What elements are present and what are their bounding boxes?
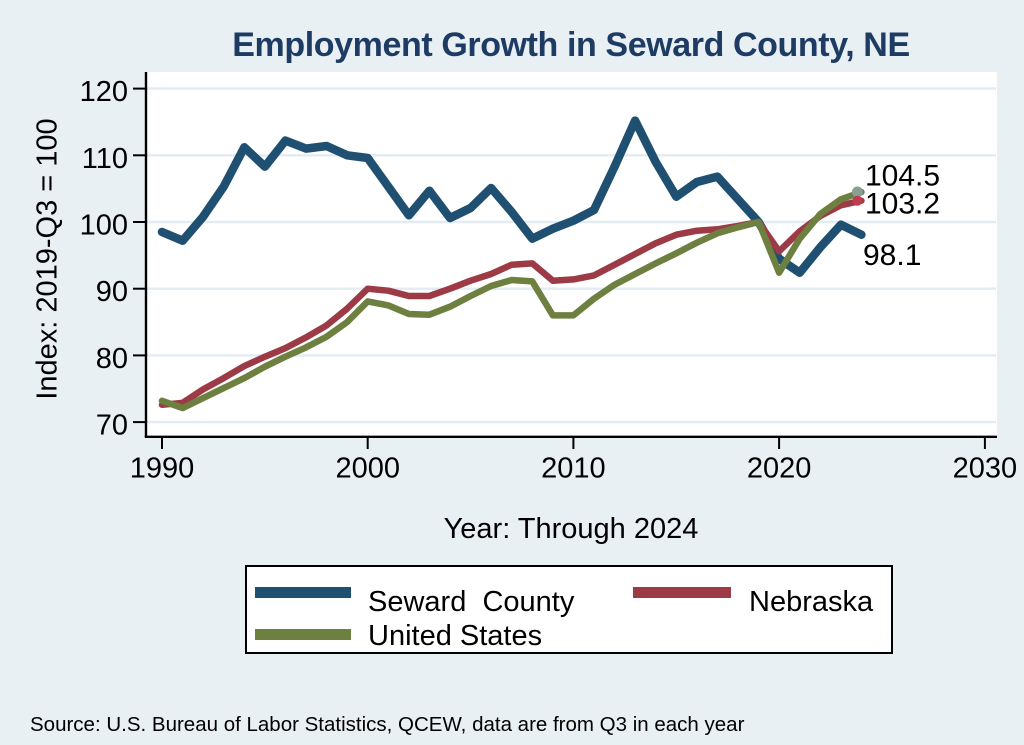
y-tick-label: 70 <box>96 410 128 442</box>
y-tick-label: 100 <box>80 210 128 242</box>
footer-source-line: Source: U.S. Bureau of Labor Statistics,… <box>30 713 745 736</box>
legend-label-nebraska: Nebraska <box>749 586 874 618</box>
y-tick-label: 120 <box>80 76 128 108</box>
series-line-seward-county <box>157 116 866 277</box>
x-tick-label: 2030 <box>953 453 1018 485</box>
legend: Seward County Nebraska United States <box>245 565 893 654</box>
y-tick-label: 80 <box>96 343 128 375</box>
footer: Source: U.S. Bureau of Labor Statistics,… <box>30 671 744 745</box>
end-marker-nebraska <box>852 195 863 206</box>
chart-title: Employment Growth in Seward County, NE <box>232 26 910 64</box>
legend-swatch-seward-county <box>255 587 351 598</box>
x-tick-label: 2000 <box>335 453 400 485</box>
end-label-united-states: 104.5 <box>865 160 940 193</box>
legend-swatch-nebraska <box>633 587 731 598</box>
y-axis-title: Index: 2019-Q3 = 100 <box>31 118 64 400</box>
x-tick-label: 1990 <box>130 453 195 485</box>
x-tick-label: 2020 <box>747 453 812 485</box>
end-label-nebraska: 103.2 <box>865 188 940 221</box>
legend-label-seward-county: Seward County <box>368 586 575 618</box>
x-tick-label: 2010 <box>541 453 606 485</box>
plot-area <box>146 72 997 437</box>
end-label-seward-county: 98.1 <box>863 239 921 272</box>
series-line-united-states <box>158 188 865 412</box>
y-tick-label: 110 <box>82 143 128 175</box>
legend-label-united-states: United States <box>368 620 543 652</box>
x-axis-title: Year: Through 2024 <box>443 513 699 545</box>
y-tick-label: 90 <box>96 276 128 308</box>
legend-swatch-united-states <box>255 629 351 640</box>
end-marker-united-states <box>851 186 863 198</box>
